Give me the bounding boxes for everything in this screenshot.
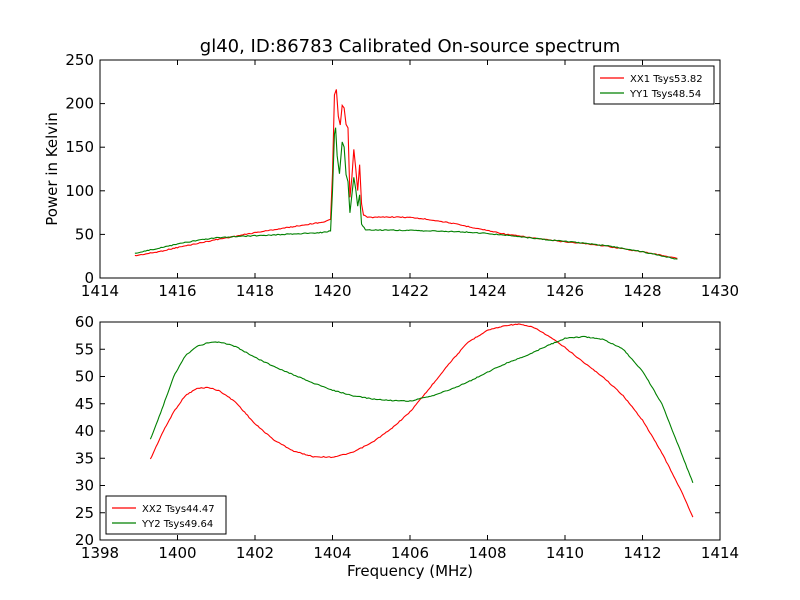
top-y-tick-label: 0	[84, 269, 94, 287]
top-y-tick-label: 250	[65, 51, 94, 69]
bottom-legend-label-0: XX2 Tsys44.47	[142, 504, 215, 515]
bottom-y-tick-label: 20	[75, 531, 94, 549]
bottom-series-line-0	[149, 323, 694, 518]
top-x-tick-label: 1420	[313, 282, 351, 300]
top-series-line-1	[134, 127, 678, 260]
top-y-tick-label: 150	[65, 138, 94, 156]
bottom-legend: XX2 Tsys44.47 YY2 Tsys49.64	[105, 495, 227, 535]
top-x-tick-label: 1418	[236, 282, 274, 300]
bottom-x-tick-label: 1404	[313, 544, 351, 562]
top-series-line-0	[134, 89, 678, 259]
y-axis-label: Power in Kelvin	[43, 112, 61, 226]
bottom-y-tick-label: 35	[75, 449, 94, 467]
top-x-tick-label: 1424	[468, 282, 506, 300]
bottom-y-tick-label: 45	[75, 395, 94, 413]
bottom-x-tick-label: 1414	[701, 544, 739, 562]
bottom-panel: 1398 1400 1402 1404 1406 1408 1410 1412 1414 20 25…	[75, 313, 739, 562]
bottom-x-tick-label: 1402	[236, 544, 274, 562]
top-legend-label-0: XX1 Tsys53.82	[630, 74, 703, 85]
bottom-x-tick-label: 1408	[468, 544, 506, 562]
x-axis-label: Frequency (MHz)	[347, 562, 473, 580]
top-x-tick-label: 1422	[391, 282, 429, 300]
bottom-y-tick-label: 60	[75, 313, 94, 331]
top-x-tick-label: 1416	[158, 282, 196, 300]
bottom-legend-label-1: YY2 Tsys49.64	[141, 519, 213, 530]
top-panel: 1414 1416 1418 1420 1422 1424 1426 1428 1430 0 50 1…	[65, 51, 739, 300]
top-x-tick-label: 1430	[701, 282, 739, 300]
bottom-x-tick-label: 1406	[391, 544, 429, 562]
top-x-tick-label: 1428	[623, 282, 661, 300]
top-x-tick-label: 1414	[81, 282, 119, 300]
top-x-tick-label: 1426	[546, 282, 584, 300]
bottom-x-tick-label: 1410	[546, 544, 584, 562]
top-legend-box	[593, 65, 715, 105]
chart-title: gl40, ID:86783 Calibrated On-source spec…	[200, 36, 620, 57]
bottom-y-tick-label: 55	[75, 340, 94, 358]
bottom-x-tick-label: 1400	[158, 544, 196, 562]
bottom-y-tick-label: 50	[75, 368, 94, 386]
top-y-tick-label: 100	[65, 182, 94, 200]
bottom-y-tick-label: 25	[75, 504, 94, 522]
bottom-y-tick-label: 40	[75, 422, 94, 440]
top-y-tick-label: 50	[75, 225, 94, 243]
top-y-tick-label: 200	[65, 95, 94, 113]
bottom-x-tick-label: 1398	[81, 544, 119, 562]
bottom-series-line-1	[149, 335, 694, 483]
bottom-y-tick-label: 30	[75, 477, 94, 495]
bottom-legend-box	[105, 495, 227, 535]
bottom-x-tick-label: 1412	[623, 544, 661, 562]
top-legend-label-1: YY1 Tsys48.54	[629, 89, 701, 100]
top-legend: XX1 Tsys53.82 YY1 Tsys48.54	[593, 65, 715, 105]
